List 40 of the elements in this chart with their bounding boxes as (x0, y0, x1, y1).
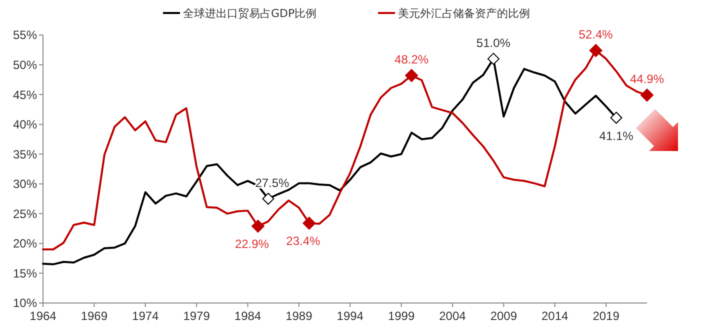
point (487, 52, 500, 65)
y-tick-label: 35% (12, 147, 38, 162)
point (640, 88, 654, 102)
x-tick-label: 1984 (234, 309, 262, 323)
annotation: 51.0% (476, 36, 511, 50)
y-tick-label: 25% (12, 206, 38, 221)
point (610, 112, 622, 124)
x-tick-label: 2019 (592, 309, 620, 323)
y-tick-label: 30% (12, 177, 38, 192)
point (302, 216, 316, 230)
x-tick-label: 1964 (30, 309, 57, 323)
x-tick-label: 1979 (183, 309, 210, 323)
point (589, 44, 602, 57)
point (262, 192, 274, 205)
x-tick-label: 1999 (388, 309, 415, 323)
annotation: 52.4% (578, 27, 614, 42)
y-tick-label: 55% (12, 28, 38, 42)
y-tick-label: 15% (12, 266, 38, 280)
y-tick-label: 20% (12, 236, 38, 251)
x-tick-label: 2014 (542, 309, 569, 323)
x-tick-label: 1994 (336, 309, 364, 323)
x-tick-label: 1989 (286, 309, 313, 323)
y-tick-label: 10% (12, 296, 38, 310)
annotation: 48.2% (394, 52, 429, 66)
annotation: 44.9% (630, 72, 664, 86)
annotation: 27.5% (255, 176, 290, 190)
y-tick-label: 40% (12, 118, 38, 132)
annotation: 41.1% (599, 128, 634, 143)
point (251, 220, 264, 233)
annotation: 22.9% (234, 237, 270, 252)
y-tick-label: 45% (12, 88, 38, 102)
x-tick-label: 2004 (439, 309, 466, 323)
x-tick-label: 1969 (80, 309, 108, 323)
annotation: 23.4% (286, 234, 321, 248)
x-tick-label: 1974 (132, 309, 160, 323)
legend-label: 美元外汇占储备资产的比例 (398, 6, 530, 20)
legend-label: 全球进出口贸易占GDP比例 (183, 6, 317, 20)
point (405, 69, 418, 82)
y-tick-label: 50% (12, 58, 38, 72)
x-tick-label: 2009 (490, 309, 518, 323)
